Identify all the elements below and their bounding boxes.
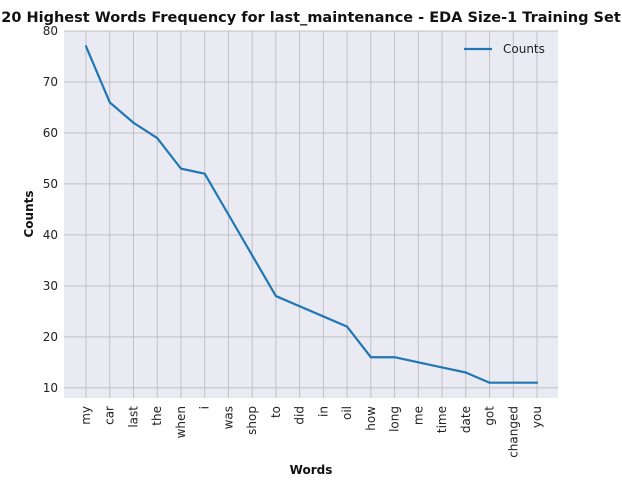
y-tick-label: 70 bbox=[43, 75, 58, 89]
data-point bbox=[180, 167, 182, 170]
y-axis-ticks: 10 20 30 40 50 60 70 80 bbox=[43, 24, 58, 395]
x-tick-label: changed bbox=[506, 406, 520, 458]
y-tick-label: 10 bbox=[43, 381, 58, 395]
legend: Counts bbox=[464, 42, 545, 56]
x-tick-label: how bbox=[364, 406, 378, 431]
data-point bbox=[227, 213, 230, 216]
x-tick-label: long bbox=[388, 406, 402, 432]
data-point bbox=[251, 254, 253, 257]
x-axis-label: Words bbox=[290, 463, 333, 477]
data-point bbox=[346, 325, 348, 328]
x-tick-label: in bbox=[316, 406, 330, 417]
y-tick-label: 40 bbox=[43, 228, 58, 242]
data-point bbox=[275, 295, 277, 297]
x-tick-label: date bbox=[459, 406, 473, 433]
x-tick-label: i bbox=[198, 406, 212, 409]
x-tick-label: oil bbox=[340, 406, 354, 420]
data-point bbox=[464, 371, 467, 374]
x-tick-label: you bbox=[530, 406, 544, 428]
x-tick-label: my bbox=[79, 406, 93, 425]
data-point bbox=[108, 101, 111, 104]
data-point bbox=[441, 366, 443, 369]
data-point bbox=[203, 172, 206, 175]
y-tick-label: 30 bbox=[43, 279, 58, 293]
data-point bbox=[417, 361, 420, 364]
y-tick-label: 80 bbox=[43, 24, 58, 38]
x-tick-label: car bbox=[103, 406, 117, 425]
plot-area bbox=[64, 31, 558, 398]
x-tick-label: time bbox=[435, 406, 449, 433]
data-point bbox=[322, 315, 325, 318]
x-tick-label: me bbox=[411, 406, 425, 425]
x-tick-label: shop bbox=[245, 406, 259, 435]
x-tick-label: did bbox=[293, 406, 307, 425]
chart-title: 20 Highest Words Frequency for last_main… bbox=[1, 10, 621, 26]
x-tick-label: to bbox=[269, 406, 283, 418]
data-point bbox=[536, 381, 538, 384]
data-point bbox=[132, 121, 135, 124]
legend-label: Counts bbox=[503, 42, 545, 56]
data-point bbox=[393, 356, 396, 359]
data-point bbox=[512, 381, 515, 384]
x-axis-ticks: my car last the when i was shop to did in oil how lon… bbox=[79, 406, 544, 458]
x-tick-label: when bbox=[174, 406, 188, 438]
series-layer bbox=[84, 45, 539, 384]
data-point bbox=[85, 45, 87, 48]
y-axis-label: Counts bbox=[22, 190, 36, 237]
x-tick-label: was bbox=[221, 406, 235, 429]
data-point bbox=[156, 137, 159, 139]
data-point bbox=[370, 356, 372, 359]
x-tick-label: got bbox=[483, 406, 497, 426]
series-line-counts bbox=[84, 45, 539, 384]
y-tick-label: 50 bbox=[43, 177, 58, 191]
y-tick-label: 60 bbox=[43, 126, 58, 140]
data-point bbox=[488, 381, 491, 384]
data-point bbox=[298, 305, 301, 308]
grid-lines bbox=[64, 30, 558, 398]
y-tick-label: 20 bbox=[43, 330, 58, 344]
x-tick-label: the bbox=[150, 406, 164, 426]
x-tick-label: last bbox=[126, 406, 140, 428]
